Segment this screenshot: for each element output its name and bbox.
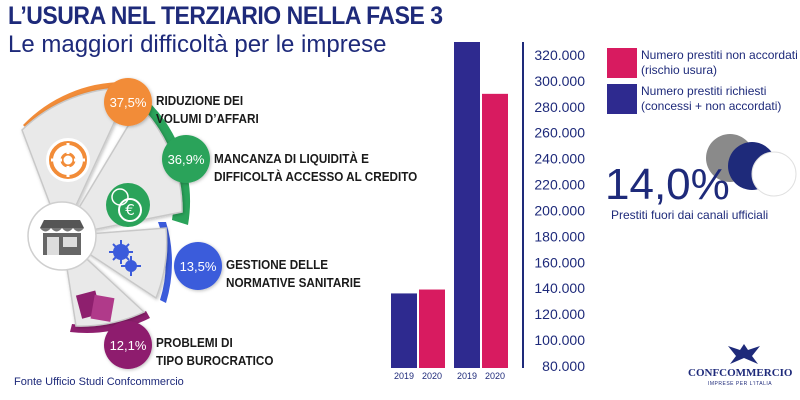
- svg-text:12,1%: 12,1%: [110, 338, 147, 353]
- cause-label-3: GESTIONE DELLE NORMATIVE SANITARIE: [226, 257, 361, 290]
- logo-name: CONFCOMMERCIO: [688, 367, 793, 379]
- y-tick-label: 260.000: [534, 125, 585, 141]
- bar-not-granted-2020-3: [482, 93, 508, 368]
- bar-requested-2019-2: [454, 42, 480, 368]
- source-note: Fonte Ufficio Studi Confcommercio: [14, 376, 184, 388]
- x-tick-label: 2019: [457, 371, 477, 381]
- y-tick-label: 120.000: [534, 306, 585, 322]
- page-title: L’USURA NEL TERZIARIO NELLA FASE 3: [8, 2, 443, 30]
- causes-fan-diagram: € 37,5% 36,9% 13,5% 12,1%: [21, 78, 222, 369]
- y-tick-label: 320.000: [534, 47, 585, 63]
- cause-label-2: MANCANZA DI LIQUIDITÀ E DIFFICOLTÀ ACCES…: [214, 151, 418, 184]
- bar-not-granted-2020-1: [419, 289, 445, 368]
- arc-blue: [158, 222, 172, 303]
- y-tick-label: 160.000: [534, 254, 585, 270]
- y-tick-label: 200.000: [534, 202, 585, 218]
- y-tick-label: 280.000: [534, 99, 585, 115]
- highlight-value: 14,0%: [605, 160, 730, 209]
- y-tick-label: 300.000: [534, 73, 585, 89]
- y-tick-label: 80.000: [542, 358, 585, 374]
- y-tick-label: 240.000: [534, 151, 585, 167]
- logo-tagline: IMPRESE PER L’ITALIA: [708, 381, 773, 387]
- legend-label-not-granted: Numero prestiti non accordati (rischio u…: [641, 48, 798, 77]
- eagle-logo-icon: [728, 344, 760, 364]
- cause-label-4: PROBLEMI DI TIPO BUROCRATICO: [156, 335, 274, 368]
- documents-icon: [75, 290, 115, 322]
- svg-text:36,9%: 36,9%: [168, 152, 205, 167]
- x-tick-label: 2020: [422, 371, 442, 381]
- bar-requested-2019-0: [391, 293, 417, 368]
- legend-swatch-not-granted: [607, 48, 637, 78]
- page-subtitle: Le maggiori difficoltà per le imprese: [8, 31, 387, 58]
- arc-purple: [70, 311, 150, 334]
- y-tick-label: 220.000: [534, 177, 585, 193]
- decreasing-pie-icon: [46, 138, 90, 182]
- highlight-label: Prestiti fuori dai canali ufficiali: [611, 208, 769, 222]
- svg-text:13,5%: 13,5%: [180, 259, 217, 274]
- x-tick-label: 2020: [485, 371, 505, 381]
- x-tick-label: 2019: [394, 371, 414, 381]
- y-tick-label: 180.000: [534, 228, 585, 244]
- y-tick-label: 100.000: [534, 332, 585, 348]
- badge-36-9: 36,9%: [162, 135, 210, 183]
- legend-label-requested: Numero prestiti richiesti (concessi + no…: [641, 84, 782, 113]
- badge-12-1: 12,1%: [104, 321, 152, 369]
- y-tick-label: 140.000: [534, 280, 585, 296]
- euro-coins-icon: €: [106, 183, 150, 227]
- badge-37-5: 37,5%: [104, 78, 152, 126]
- virus-icon: [109, 240, 141, 276]
- svg-text:€: €: [125, 201, 135, 219]
- shop-icon: [27, 201, 97, 271]
- decorative-circles: [706, 134, 797, 197]
- svg-text:37,5%: 37,5%: [110, 95, 147, 110]
- legend-swatch-requested: [607, 84, 637, 114]
- cause-label-1: RIDUZIONE DEI VOLUMI D’AFFARI: [156, 93, 259, 126]
- badge-13-5: 13,5%: [174, 242, 222, 290]
